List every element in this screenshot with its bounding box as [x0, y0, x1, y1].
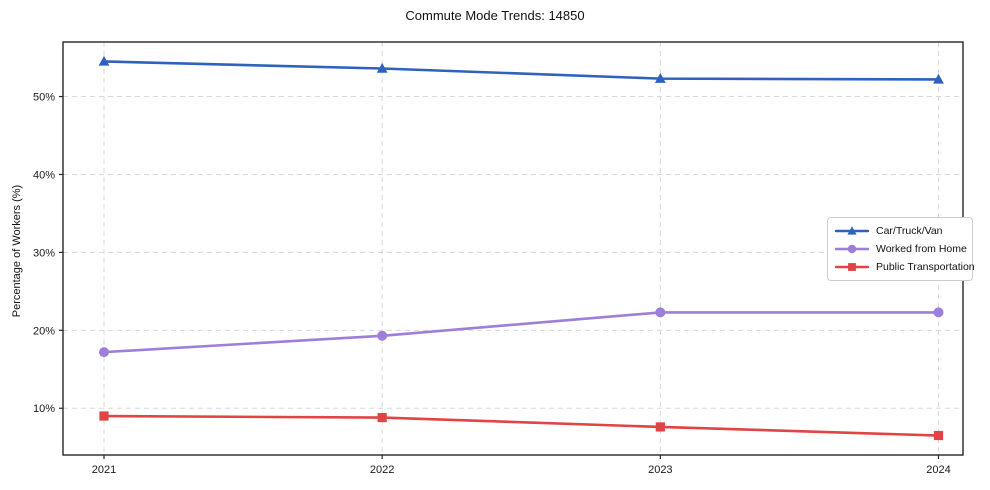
data-point-worked-from-home-2023: [655, 307, 666, 318]
data-point-worked-from-home-2024: [933, 307, 944, 318]
legend-item-car-truck-van: Car/Truck/Van: [835, 224, 964, 238]
legend-label: Public Transportation: [876, 261, 975, 273]
data-point-car-truck-van-2021: [98, 55, 110, 66]
series-line-car-truck-van: [102, 60, 940, 81]
x-tick-label: 2024: [926, 464, 950, 476]
x-tick-label: 2021: [92, 464, 116, 476]
chart-title: Commute Mode Trends: 14850: [405, 8, 585, 23]
legend-item-public-transportation: Public Transportation: [835, 260, 975, 274]
data-point-public-transportation-2024: [933, 430, 944, 441]
legend-label: Worked from Home: [876, 243, 967, 255]
data-point-public-transportation-2023: [655, 422, 665, 432]
legend-sample-circle-icon: [835, 243, 869, 255]
data-point-public-transportation-2021: [99, 411, 109, 421]
x-tick-label: 2022: [370, 464, 394, 476]
legend-sample-marker: [847, 244, 857, 254]
legend-line-sample: [835, 226, 869, 235]
data-point-worked-from-home-2022: [377, 330, 388, 341]
y-axis-label: Percentage of Workers (%): [11, 184, 23, 318]
legend-sample-marker: [848, 263, 856, 271]
x-tick-label: 2023: [648, 464, 672, 476]
legend-sample-triangle-icon: [835, 225, 869, 237]
legend-label: Car/Truck/Van: [876, 225, 943, 237]
legend-sample-square-icon: [835, 261, 869, 273]
data-point-car-truck-van-2022: [376, 62, 388, 73]
y-tick-label: 40%: [33, 169, 55, 181]
y-tick-label: 10%: [33, 403, 55, 415]
data-point-worked-from-home-2021: [99, 347, 109, 358]
y-tick-label: 30%: [33, 247, 55, 259]
legend-line-sample: [835, 263, 869, 271]
y-tick-label: 50%: [33, 92, 55, 104]
legend-item-worked-from-home: Worked from Home: [835, 242, 967, 256]
legend-sample-marker: [847, 226, 857, 235]
legend: Car/Truck/Van Worked from Home Public Tr…: [827, 217, 975, 281]
data-point-car-truck-van-2024: [933, 73, 944, 84]
series-line-public-transportation: [102, 414, 940, 437]
y-tick-label: 20%: [33, 325, 55, 337]
series-line-worked-from-home: [102, 311, 940, 354]
legend-line-sample: [835, 244, 869, 254]
data-point-car-truck-van-2023: [654, 73, 666, 83]
data-point-public-transportation-2022: [377, 412, 387, 423]
